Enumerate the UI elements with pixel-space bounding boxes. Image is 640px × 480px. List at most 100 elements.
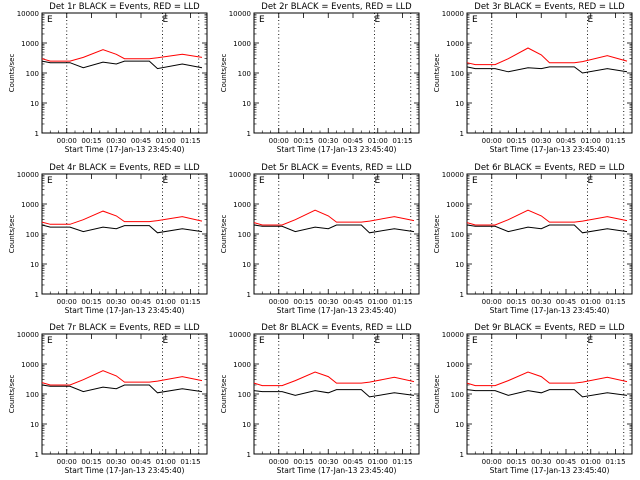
x-axis-label: Start Time (17-Jan-13 23:45:40): [490, 306, 610, 315]
y-tick-label: 1: [460, 291, 464, 299]
x-axis-label: Start Time (17-Jan-13 23:45:40): [65, 145, 185, 154]
panel-title: Det 8r BLACK = Events, RED = LLD: [261, 323, 412, 333]
event-marker-label: E: [587, 176, 593, 186]
panel-7: Det 7r BLACK = Events, RED = LLD 1 10 100 10…: [8, 323, 208, 475]
x-tick-label: 01:00: [581, 137, 601, 145]
x-tick-label: 01:15: [180, 137, 200, 145]
y-tick-label: 100: [451, 70, 464, 78]
x-axis-label: Start Time (17-Jan-13 23:45:40): [490, 145, 610, 154]
y-tick-label: 1000: [233, 361, 251, 369]
x-tick-label: 00:00: [57, 298, 77, 306]
event-marker-label: E: [259, 176, 265, 186]
x-tick-label: 00:30: [106, 137, 126, 145]
x-tick-label: 00:45: [131, 298, 151, 306]
x-tick-label: 01:00: [581, 298, 601, 306]
x-tick-label: 00:00: [57, 137, 77, 145]
x-tick-label: 01:00: [156, 458, 176, 466]
events-series-line: [466, 224, 628, 234]
x-tick-label: 00:30: [106, 458, 126, 466]
events-series-line: [253, 389, 415, 398]
panel-3: Det 3r BLACK = Events, RED = LLD 1 10 100 10…: [433, 2, 633, 154]
y-tick-label: 1000: [21, 361, 39, 369]
x-axis-label: Start Time (17-Jan-13 23:45:40): [277, 306, 397, 315]
panel-title: Det 7r BLACK = Events, RED = LLD: [49, 323, 200, 333]
y-axis-label: Counts/sec: [220, 375, 228, 414]
y-tick-label: 1: [247, 291, 251, 299]
y-tick-label: 10: [242, 421, 251, 429]
x-tick-label: 00:30: [106, 298, 126, 306]
x-tick-label: 01:15: [605, 137, 625, 145]
y-tick-label: 10000: [17, 171, 39, 179]
y-tick-label: 10: [30, 100, 39, 108]
event-marker-label: E: [472, 336, 478, 346]
x-tick-label: 00:30: [318, 298, 338, 306]
x-tick-label: 00:45: [556, 458, 576, 466]
x-tick-label: 00:00: [269, 458, 289, 466]
lld-series-line: [41, 370, 203, 386]
y-tick-label: 10000: [442, 171, 464, 179]
x-tick-label: 00:00: [482, 458, 502, 466]
event-marker-label: E: [587, 336, 593, 346]
y-tick-label: 100: [238, 391, 251, 399]
y-tick-label: 1000: [21, 40, 39, 48]
x-tick-label: 00:00: [482, 298, 502, 306]
y-tick-label: 10000: [229, 10, 251, 18]
x-tick-label: 01:00: [156, 137, 176, 145]
x-tick-label: 00:00: [482, 137, 502, 145]
y-tick-label: 10000: [229, 171, 251, 179]
x-tick-label: 01:15: [180, 458, 200, 466]
y-tick-label: 1000: [446, 361, 464, 369]
y-tick-label: 1: [247, 451, 251, 459]
x-tick-label: 00:30: [531, 298, 551, 306]
y-tick-label: 1000: [446, 201, 464, 209]
y-axis-label: Counts/sec: [433, 54, 441, 93]
y-tick-label: 100: [238, 231, 251, 239]
y-tick-label: 10000: [17, 331, 39, 339]
y-tick-label: 1: [35, 451, 39, 459]
event-marker-label: E: [162, 336, 168, 346]
x-tick-label: 00:45: [131, 458, 151, 466]
x-tick-label: 00:15: [506, 458, 526, 466]
x-tick-label: 01:00: [368, 137, 388, 145]
y-tick-label: 100: [26, 231, 39, 239]
x-tick-label: 00:15: [81, 137, 101, 145]
panel-9: Det 9r BLACK = Events, RED = LLD 1 10 100 10…: [433, 323, 633, 475]
y-tick-label: 10000: [442, 10, 464, 18]
event-marker-label: E: [374, 336, 380, 346]
y-tick-label: 10: [455, 261, 464, 269]
y-tick-label: 1: [460, 451, 464, 459]
y-axis-label: Counts/sec: [8, 54, 16, 93]
y-tick-label: 10: [242, 100, 251, 108]
x-tick-label: 00:15: [506, 298, 526, 306]
event-marker-label: E: [587, 15, 593, 25]
y-tick-label: 10000: [17, 10, 39, 18]
y-tick-label: 10: [30, 421, 39, 429]
panel-1: Det 1r BLACK = Events, RED = LLD 1 10 100 10…: [8, 2, 208, 154]
y-tick-label: 10: [455, 421, 464, 429]
x-tick-label: 01:00: [156, 298, 176, 306]
x-tick-label: 01:00: [368, 458, 388, 466]
events-series-line: [253, 224, 415, 234]
event-marker-label: E: [472, 176, 478, 186]
events-series-line: [41, 224, 203, 234]
x-tick-label: 01:15: [605, 298, 625, 306]
events-series-line: [466, 66, 628, 74]
x-axis-label: Start Time (17-Jan-13 23:45:40): [277, 466, 397, 475]
y-tick-label: 1000: [233, 40, 251, 48]
lld-series-line: [41, 210, 203, 225]
event-marker-label: E: [162, 15, 168, 25]
y-axis-label: Counts/sec: [433, 375, 441, 414]
panel-5: Det 5r BLACK = Events, RED = LLD 1 10 100 10…: [220, 163, 420, 315]
event-marker-label: E: [259, 336, 265, 346]
lld-series-line: [253, 209, 415, 226]
x-tick-label: 01:15: [605, 458, 625, 466]
panel-4: Det 4r BLACK = Events, RED = LLD 1 10 100 10…: [8, 163, 208, 315]
y-tick-label: 10: [242, 261, 251, 269]
panel-2: Det 2r BLACK = Events, RED = LLD 1 10 100 10…: [220, 2, 420, 154]
x-tick-label: 00:15: [81, 298, 101, 306]
x-tick-label: 00:00: [269, 298, 289, 306]
lld-series-line: [253, 371, 415, 387]
x-tick-label: 00:45: [556, 298, 576, 306]
panel-6: Det 6r BLACK = Events, RED = LLD 1 10 100 10…: [433, 163, 633, 315]
